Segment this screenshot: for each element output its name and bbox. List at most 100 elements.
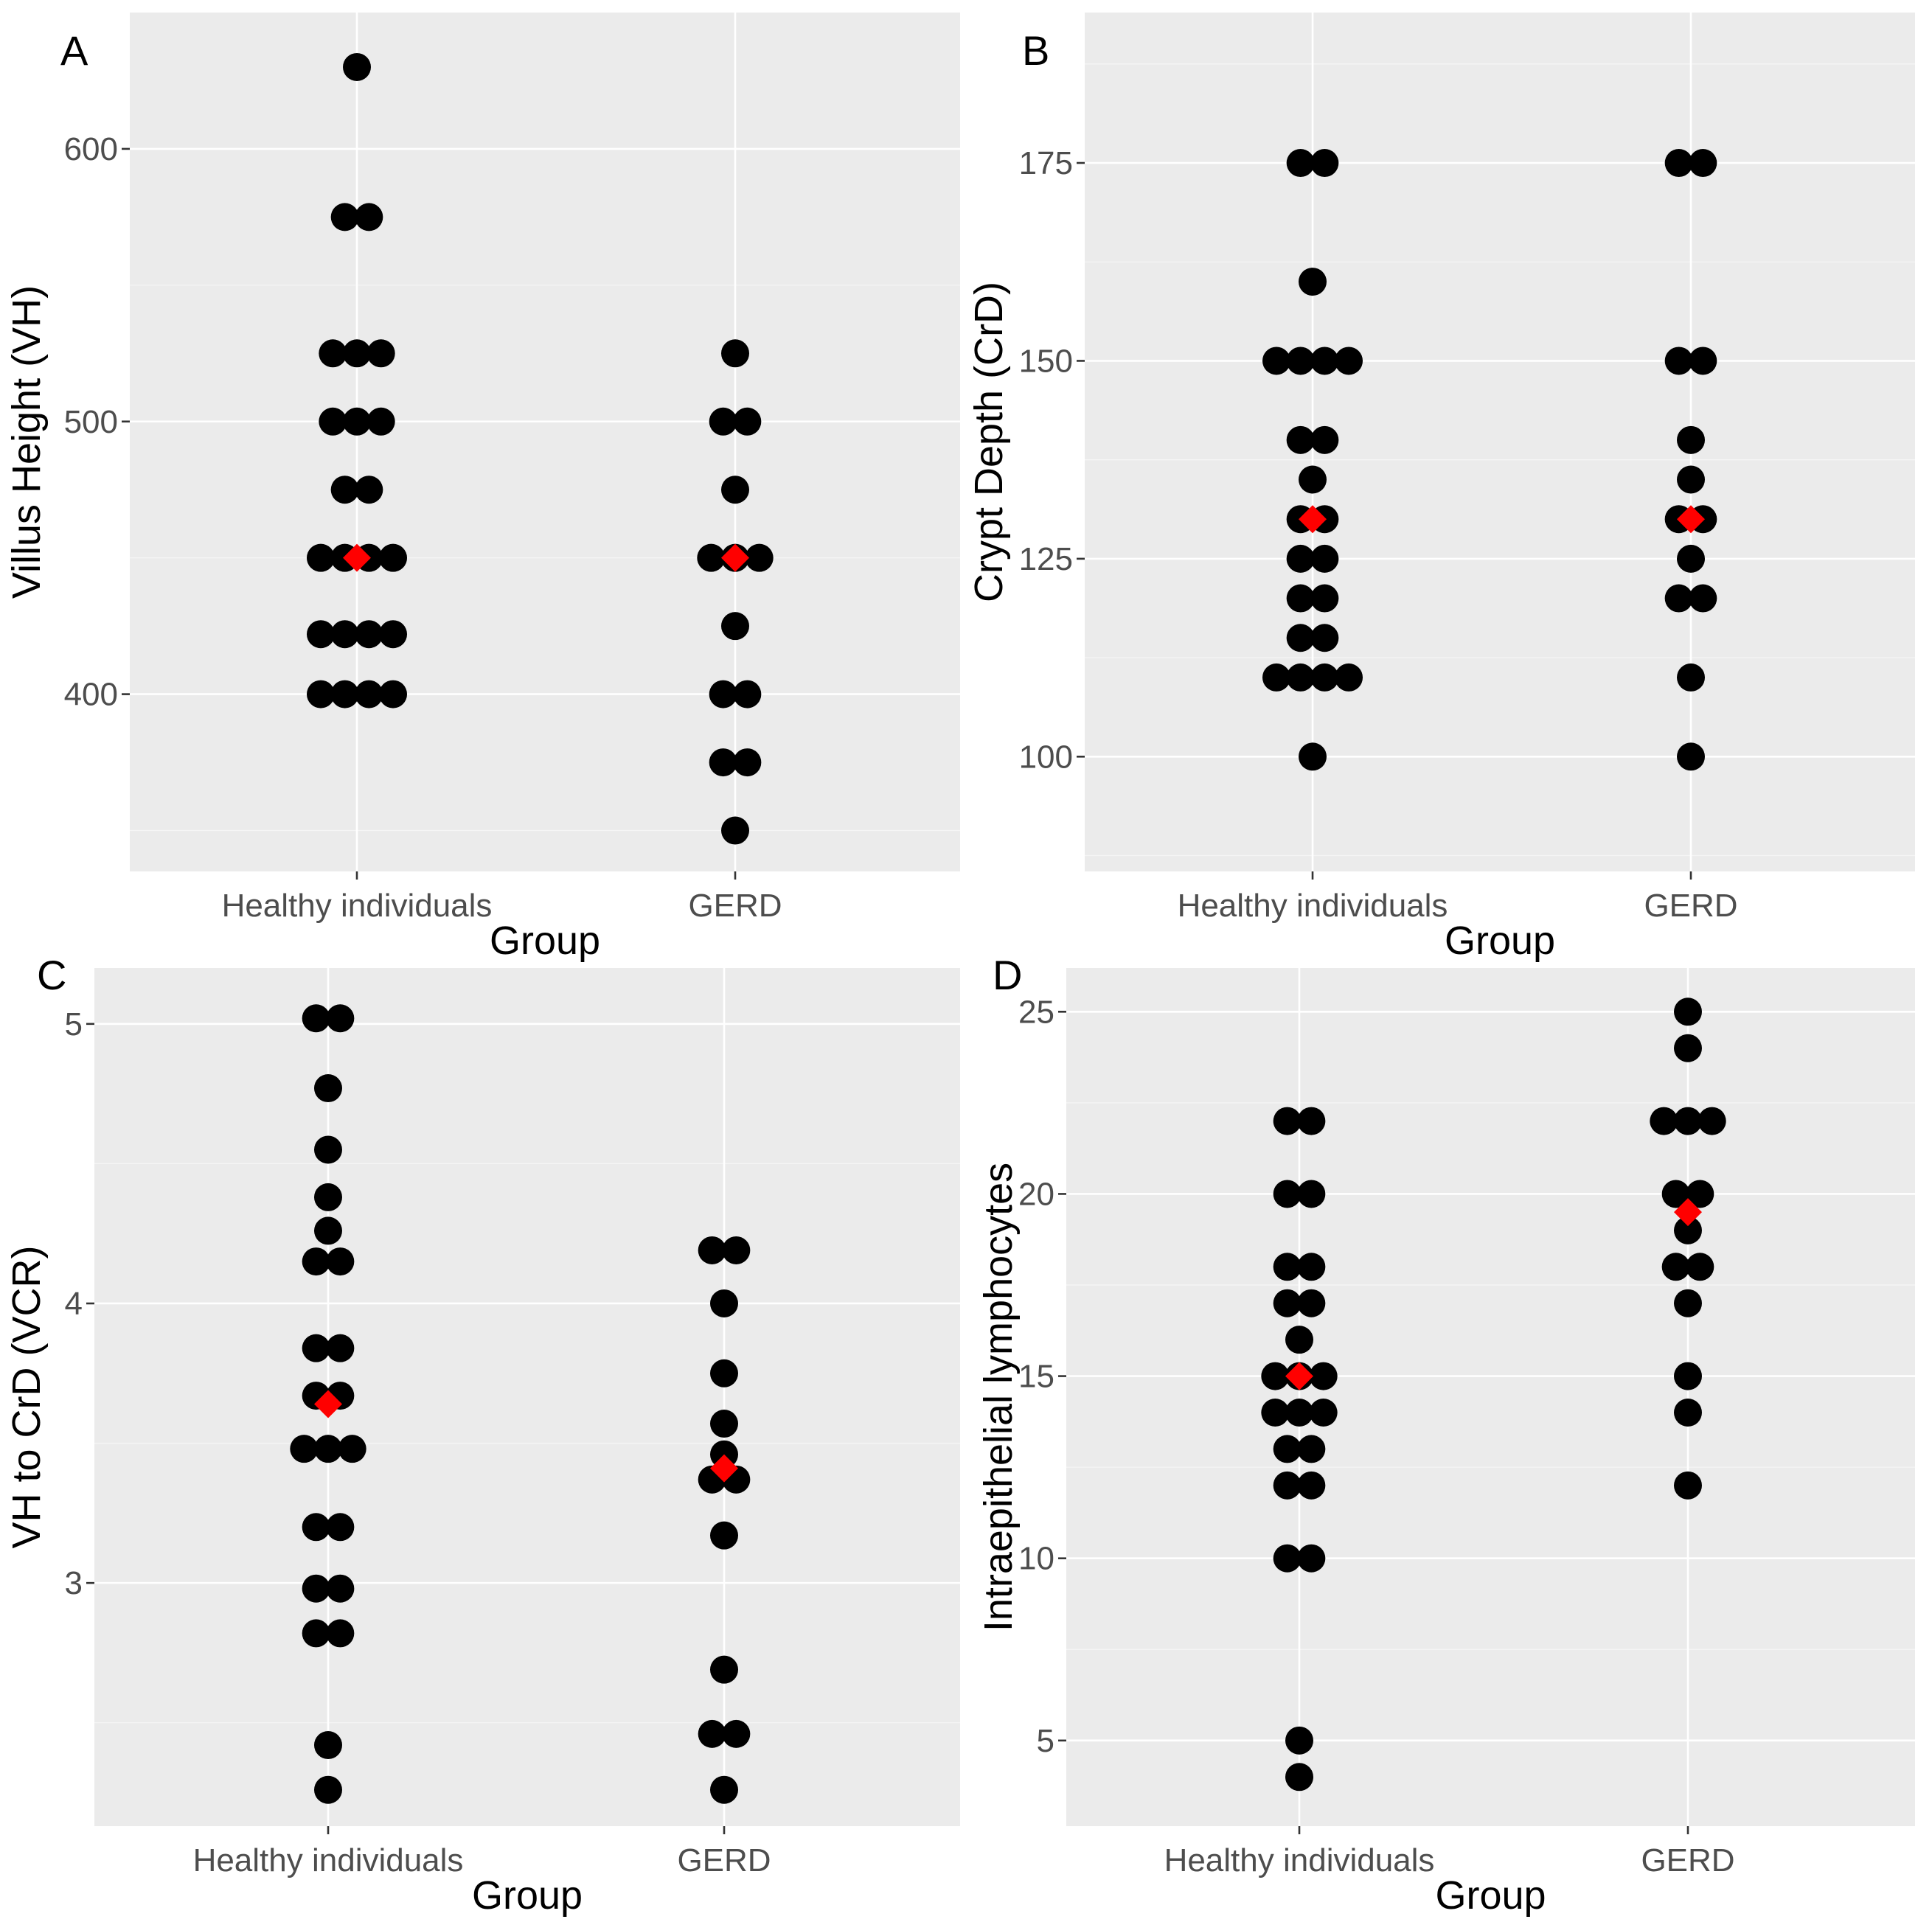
data-point bbox=[1273, 1435, 1302, 1463]
y-axis-title: Intraepithelial lymphocytes bbox=[976, 1163, 1021, 1632]
data-point bbox=[326, 1004, 355, 1033]
data-point bbox=[330, 476, 359, 504]
data-point bbox=[355, 476, 383, 504]
data-point bbox=[314, 1074, 342, 1103]
data-point bbox=[326, 1574, 355, 1603]
y-axis-title: VH to CrD (VCR) bbox=[4, 1245, 49, 1548]
panel-background bbox=[94, 968, 960, 1826]
data-point bbox=[1286, 425, 1315, 454]
data-point bbox=[1299, 268, 1327, 296]
data-point bbox=[1664, 149, 1693, 178]
data-point bbox=[314, 1731, 342, 1760]
x-axis-title: Group bbox=[1435, 1873, 1546, 1918]
data-point bbox=[1273, 1289, 1302, 1317]
data-point bbox=[745, 543, 774, 572]
y-tick-label: 5 bbox=[65, 1006, 83, 1042]
data-point bbox=[1677, 663, 1705, 692]
x-axis-title: Group bbox=[490, 919, 600, 963]
data-point bbox=[1286, 347, 1315, 375]
y-tick-label: 3 bbox=[65, 1565, 83, 1601]
mean-marker bbox=[1285, 1362, 1313, 1390]
data-point bbox=[710, 1410, 738, 1438]
mean-marker bbox=[710, 1454, 738, 1483]
panel-d: 5 10 15 20 25 Healthy individuals GERD Group Int… bbox=[976, 952, 1915, 1918]
data-point bbox=[721, 476, 749, 504]
data-point bbox=[1661, 1253, 1690, 1281]
data-point bbox=[326, 1513, 355, 1542]
data-point bbox=[1297, 1435, 1326, 1463]
data-point bbox=[1310, 584, 1339, 613]
y-tick-label: 400 bbox=[64, 677, 118, 713]
data-point bbox=[302, 1619, 330, 1648]
data-point bbox=[314, 1435, 342, 1463]
panel-letter: B bbox=[1022, 27, 1049, 74]
mean-marker bbox=[721, 543, 749, 572]
mean-marker bbox=[1674, 1198, 1702, 1227]
y-tick-label: 20 bbox=[1018, 1176, 1054, 1212]
mean-marker bbox=[1677, 505, 1705, 534]
data-point bbox=[343, 52, 371, 81]
y-tick-label: 125 bbox=[1019, 541, 1073, 577]
data-point bbox=[1650, 1107, 1678, 1135]
y-tick-label: 100 bbox=[1019, 739, 1073, 775]
data-point bbox=[1674, 997, 1702, 1026]
data-point bbox=[1335, 663, 1363, 692]
x-tick-label: Healthy individuals bbox=[193, 1842, 464, 1879]
y-axis-title: Crypt Depth (CrD) bbox=[967, 282, 1011, 602]
data-point bbox=[1677, 742, 1705, 771]
data-point bbox=[1297, 1107, 1326, 1135]
data-point bbox=[1286, 149, 1315, 178]
data-point bbox=[1674, 1289, 1702, 1317]
y-tick-label: 4 bbox=[65, 1286, 83, 1322]
data-point bbox=[326, 1334, 355, 1362]
data-point bbox=[1674, 1107, 1702, 1135]
y-tick-label: 500 bbox=[64, 404, 118, 440]
data-point bbox=[698, 1719, 726, 1748]
data-point bbox=[733, 407, 762, 436]
data-point bbox=[338, 1435, 366, 1463]
data-point bbox=[319, 339, 347, 368]
data-point bbox=[1286, 544, 1315, 573]
data-point bbox=[330, 203, 359, 231]
data-point bbox=[1310, 624, 1339, 652]
data-point bbox=[1674, 1034, 1702, 1062]
data-point bbox=[326, 1619, 355, 1648]
y-tick-label: 15 bbox=[1018, 1359, 1054, 1395]
data-point bbox=[1285, 1726, 1313, 1755]
data-point bbox=[302, 1513, 330, 1542]
x-tick-label: Healthy individuals bbox=[1164, 1842, 1435, 1879]
data-point bbox=[1664, 584, 1693, 613]
data-point bbox=[1297, 1180, 1326, 1208]
data-point bbox=[709, 748, 737, 777]
data-point bbox=[1285, 1326, 1313, 1354]
data-point bbox=[1273, 1471, 1302, 1500]
data-point bbox=[1689, 584, 1717, 613]
data-point bbox=[366, 339, 395, 368]
data-point bbox=[1310, 425, 1339, 454]
data-point bbox=[1297, 1289, 1326, 1317]
y-tick-label: 600 bbox=[64, 131, 118, 167]
data-point bbox=[721, 612, 749, 641]
panel-background bbox=[130, 13, 960, 871]
data-point bbox=[733, 680, 762, 708]
data-point bbox=[1689, 149, 1717, 178]
data-point bbox=[1273, 1253, 1302, 1281]
data-point bbox=[1310, 347, 1339, 375]
data-point bbox=[709, 680, 737, 708]
data-point bbox=[306, 620, 335, 649]
data-point bbox=[710, 1655, 738, 1684]
data-point bbox=[1273, 1180, 1302, 1208]
data-point bbox=[306, 543, 335, 572]
data-point bbox=[314, 1183, 342, 1211]
data-point bbox=[379, 680, 408, 708]
data-point bbox=[1335, 347, 1363, 375]
mean-marker bbox=[314, 1390, 342, 1418]
data-point bbox=[302, 1004, 330, 1033]
data-point bbox=[1262, 663, 1290, 692]
y-tick-label: 25 bbox=[1018, 994, 1054, 1030]
y-tick-label: 5 bbox=[1037, 1723, 1054, 1759]
data-point bbox=[1273, 1107, 1302, 1135]
data-point bbox=[290, 1435, 319, 1463]
x-tick-label: Healthy individuals bbox=[1178, 888, 1448, 924]
